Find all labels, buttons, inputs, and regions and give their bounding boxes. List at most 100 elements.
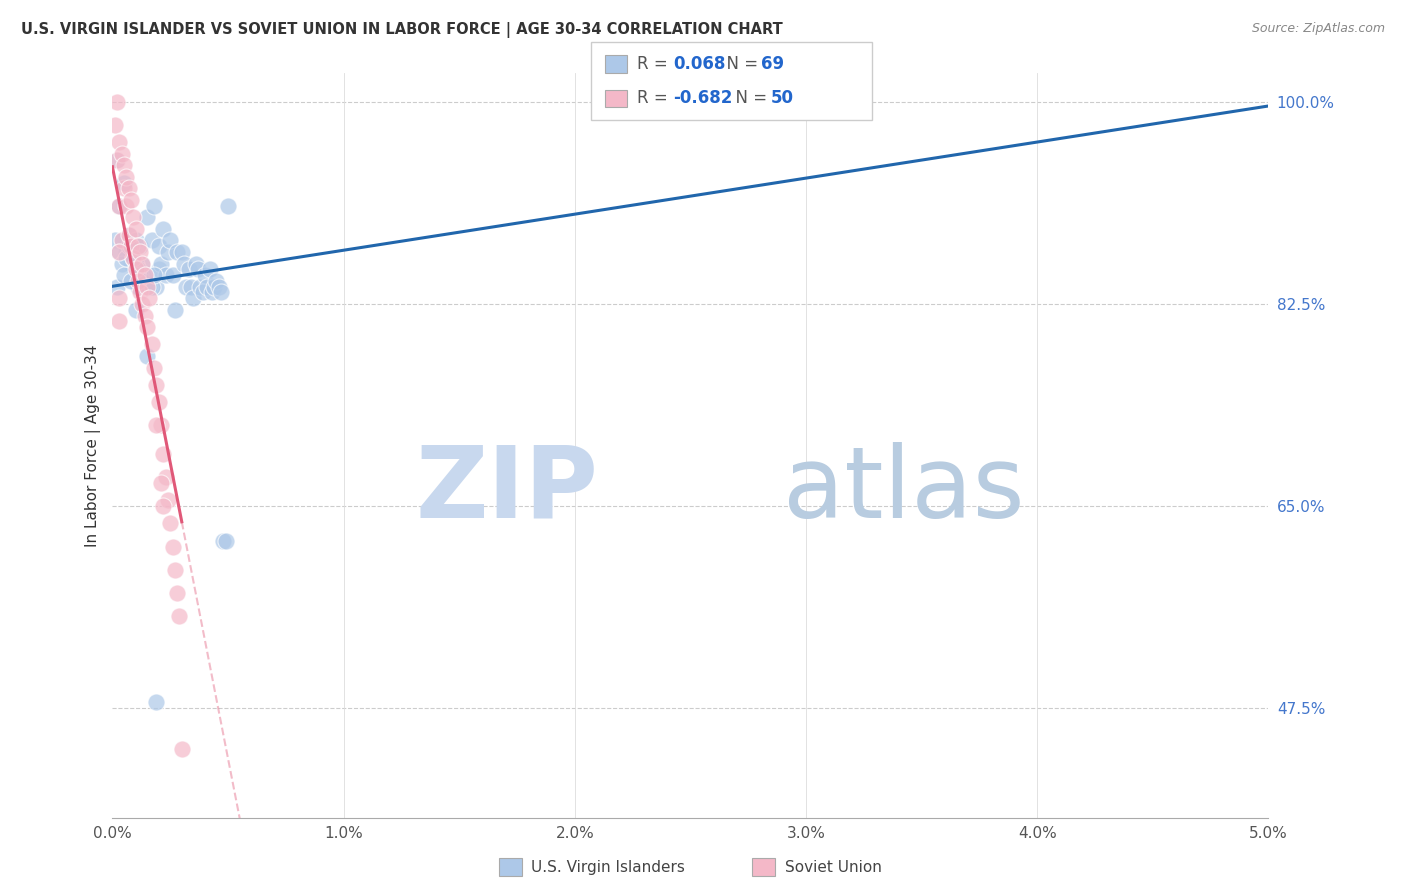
Point [145,696,167,710]
Point [155,268,177,282]
Point [163,302,186,317]
Text: R =: R = [637,89,673,107]
Point [124,234,146,248]
Point [108,136,131,150]
Point [148,262,170,277]
Point [195,279,218,293]
Point [105,95,128,109]
Point [134,268,156,282]
Point [159,516,181,531]
Point [105,279,128,293]
Point [108,199,131,213]
Point [152,447,174,461]
Point [134,279,156,293]
Point [148,239,170,253]
Point [122,251,145,265]
Point [191,285,214,300]
Point [117,227,139,242]
Point [129,268,152,282]
Point [166,586,188,600]
Point [117,239,139,253]
Point [112,176,135,190]
Point [122,239,145,253]
Point [183,291,205,305]
Point [170,245,193,260]
Point [134,268,156,282]
Point [194,268,217,282]
Point [209,285,232,300]
Point [149,256,172,270]
Point [124,256,146,270]
Point [208,279,231,293]
Point [129,285,152,300]
Point [187,262,209,277]
Point [202,279,225,293]
Point [115,199,138,213]
Point [138,291,160,305]
Point [145,279,167,293]
Point [136,320,159,334]
Point [217,199,239,213]
Text: -0.682: -0.682 [673,89,733,107]
Point [141,279,163,293]
Point [143,199,166,213]
Point [177,262,200,277]
Point [131,297,153,311]
Point [156,245,179,260]
Point [131,256,153,270]
Point [120,256,142,270]
Point [117,227,139,242]
Point [215,533,238,548]
Point [155,470,177,484]
Point [120,193,142,207]
Point [112,158,135,172]
Point [166,245,188,260]
Point [162,540,184,554]
Point [127,279,149,293]
Point [104,118,127,132]
Point [152,499,174,513]
Point [163,563,186,577]
Point [108,291,131,305]
Text: Soviet Union: Soviet Union [785,860,882,874]
Text: R =: R = [637,55,673,73]
Text: N =: N = [725,89,773,107]
Point [124,222,146,236]
Point [129,245,152,260]
Point [105,153,128,167]
Point [156,493,179,508]
Point [131,256,153,270]
Point [138,279,160,293]
Point [108,245,131,260]
Point [145,418,167,433]
Point [122,211,145,225]
Point [180,279,202,293]
Point [136,349,159,363]
Point [111,256,134,270]
Point [159,234,181,248]
Text: ZIP: ZIP [415,442,598,539]
Text: 0.068: 0.068 [673,55,725,73]
Point [120,274,142,288]
Text: atlas: atlas [783,442,1025,539]
Point [112,181,135,195]
Point [198,262,221,277]
Point [131,274,153,288]
Point [104,234,127,248]
Point [111,234,134,248]
Point [176,279,198,293]
Point [184,256,207,270]
Point [170,741,193,756]
Point [136,279,159,293]
Point [120,239,142,253]
Point [108,245,131,260]
Point [149,418,172,433]
Point [108,314,131,328]
Text: 69: 69 [761,55,783,73]
Point [148,395,170,409]
Point [127,274,149,288]
Point [145,377,167,392]
Point [127,239,149,253]
Point [134,309,156,323]
Point [105,153,128,167]
